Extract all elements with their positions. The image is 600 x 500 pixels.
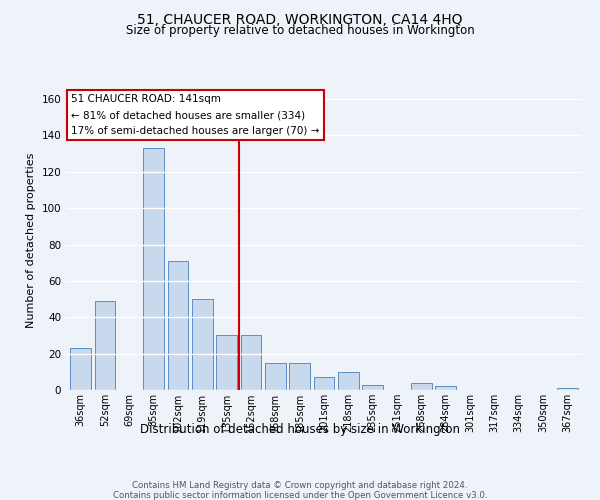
- Bar: [557, 388, 578, 390]
- Bar: [95, 301, 115, 390]
- Text: Size of property relative to detached houses in Workington: Size of property relative to detached ho…: [125, 24, 475, 37]
- Bar: [216, 336, 237, 390]
- Bar: [314, 378, 334, 390]
- Text: Distribution of detached houses by size in Workington: Distribution of detached houses by size …: [140, 422, 460, 436]
- Bar: [338, 372, 359, 390]
- Bar: [241, 336, 262, 390]
- Bar: [436, 386, 456, 390]
- Text: Contains HM Land Registry data © Crown copyright and database right 2024.: Contains HM Land Registry data © Crown c…: [132, 481, 468, 490]
- Bar: [192, 299, 212, 390]
- Bar: [362, 384, 383, 390]
- Y-axis label: Number of detached properties: Number of detached properties: [26, 152, 36, 328]
- Text: 51 CHAUCER ROAD: 141sqm
← 81% of detached houses are smaller (334)
17% of semi-d: 51 CHAUCER ROAD: 141sqm ← 81% of detache…: [71, 94, 320, 136]
- Text: Contains public sector information licensed under the Open Government Licence v3: Contains public sector information licen…: [113, 491, 487, 500]
- Bar: [167, 261, 188, 390]
- Bar: [411, 382, 432, 390]
- Text: 51, CHAUCER ROAD, WORKINGTON, CA14 4HQ: 51, CHAUCER ROAD, WORKINGTON, CA14 4HQ: [137, 12, 463, 26]
- Bar: [143, 148, 164, 390]
- Bar: [289, 362, 310, 390]
- Bar: [70, 348, 91, 390]
- Bar: [265, 362, 286, 390]
